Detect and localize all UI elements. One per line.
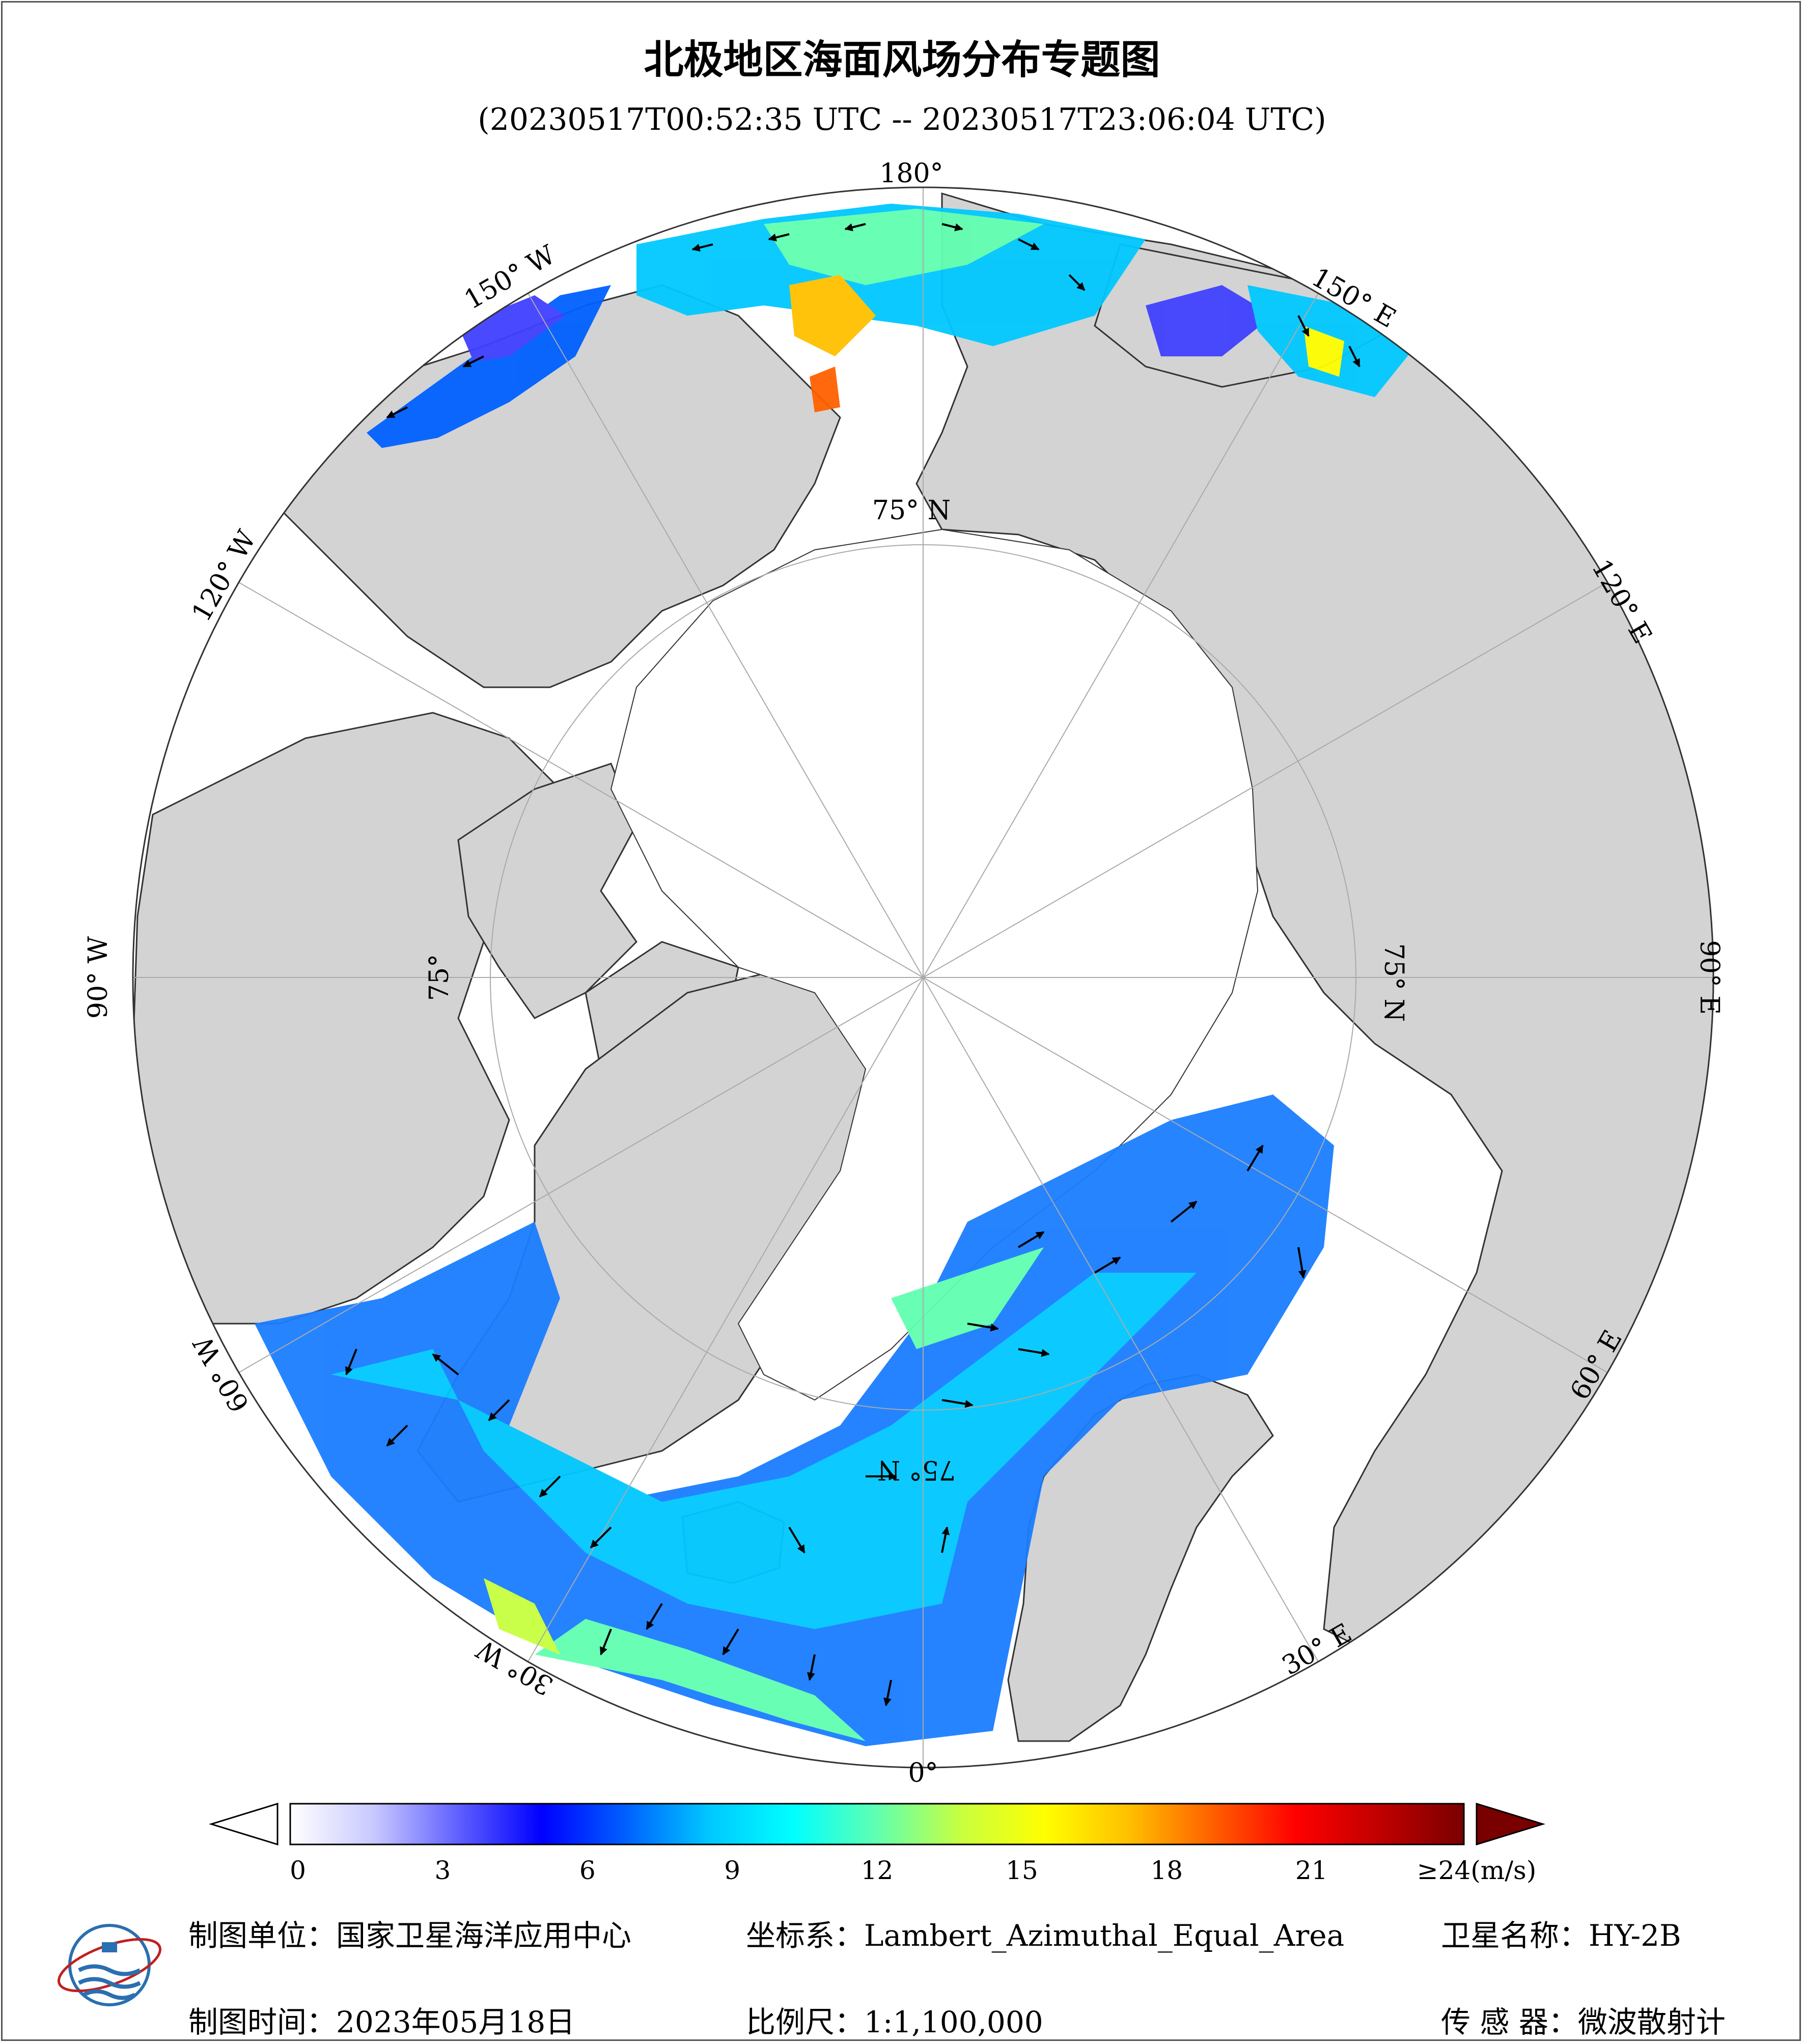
lat-label-top: 75° N: [872, 495, 951, 526]
satellite-value: HY-2B: [1589, 1918, 1681, 1953]
colorbar-tick-label: ≥24(m/s): [1417, 1856, 1537, 1885]
map-title: 北极地区海面风场分布专题图: [644, 37, 1160, 83]
map-scale: 比例尺：1:1,100,000: [746, 1998, 1043, 2041]
wind-arrows: [345, 223, 1361, 1706]
satellite-name: 卫星名称：HY-2B: [1441, 1912, 1681, 1954]
lon-label-90e: 90° E: [1694, 940, 1725, 1015]
crs-label: 坐标系：: [746, 1918, 865, 1953]
scale-value: 1:1,100,000: [864, 2005, 1043, 2039]
map-date-label: 制图时间：: [188, 2005, 337, 2039]
colorbar-under-arrow: [208, 1802, 279, 1846]
colorbar-tick-label: 9: [724, 1856, 741, 1885]
land-layer: [133, 192, 1713, 1742]
colorbar-tick-label: 15: [1006, 1856, 1038, 1885]
sensor: 传 感 器：微波散射计: [1441, 1998, 1726, 2041]
lon-label-180: 180°: [879, 158, 943, 189]
map-date-value: 2023年05月18日: [336, 2005, 575, 2039]
lon-label-0: 0°: [908, 1758, 938, 1788]
map-border: [132, 186, 1714, 1769]
colorbar-over-arrow: [1476, 1802, 1546, 1846]
land-archipelago: [457, 763, 637, 1019]
coordinate-system: 坐标系：Lambert_Azimuthal_Equal_Area: [746, 1912, 1344, 1954]
colorbar-tick-label: 6: [579, 1856, 596, 1885]
colorbar-bar: [289, 1803, 1465, 1845]
sensor-label: 传 感 器：: [1441, 2005, 1578, 2039]
colorbar-tick-label: 21: [1295, 1856, 1328, 1885]
colorbar-tick-label: 12: [861, 1856, 894, 1885]
colorbar-tick-label: 0: [290, 1856, 306, 1885]
colorbar-tick-label: 18: [1150, 1856, 1183, 1885]
soa-logo: [57, 1924, 162, 2006]
colorbar: [208, 1802, 1546, 1846]
lon-label-90w: 90° W: [83, 936, 114, 1019]
map-unit-value: 国家卫星海洋应用中心: [336, 1918, 632, 1953]
scale-label: 比例尺：: [746, 2005, 865, 2039]
latitude-labels: 75° N 75° N 75° 75° N: [424, 495, 1409, 1485]
lat-label-left: 75°: [424, 954, 455, 1001]
map-date: 制图时间：2023年05月18日: [188, 1998, 575, 2041]
map-unit: 制图单位：国家卫星海洋应用中心: [188, 1912, 631, 1954]
colorbar-tick-label: 3: [434, 1856, 451, 1885]
time-range-subtitle: (20230517T00:52:35 UTC -- 20230517T23:06…: [478, 102, 1326, 137]
sensor-value: 微波散射计: [1577, 2005, 1726, 2039]
satellite-label: 卫星名称：: [1441, 1918, 1589, 1953]
crs-value: Lambert_Azimuthal_Equal_Area: [864, 1918, 1345, 1953]
sea-ice: [610, 528, 1259, 1401]
lat-label-bottom: 75° N: [877, 1454, 956, 1485]
lat-label-right: 75° N: [1378, 943, 1409, 1022]
map-unit-label: 制图单位：: [188, 1918, 337, 1953]
